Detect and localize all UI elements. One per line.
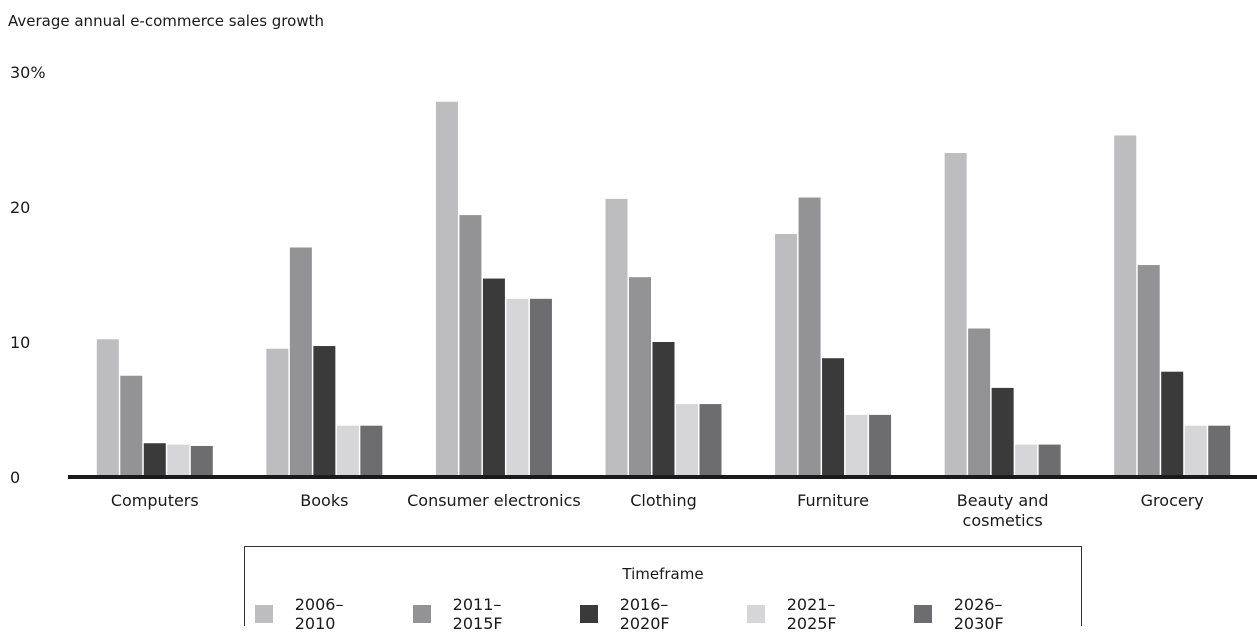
x-tick-label: Clothing: [630, 491, 697, 510]
bar: [652, 342, 675, 477]
bar: [96, 339, 119, 477]
legend-title: Timeframe: [622, 565, 704, 583]
bar: [605, 198, 628, 477]
bar: [699, 404, 722, 477]
x-tick-label: Furniture: [797, 491, 869, 510]
bar: [845, 414, 868, 477]
bar: [167, 444, 190, 477]
chart-title: Average annual e-commerce sales growth: [8, 12, 324, 30]
bar: [1015, 444, 1038, 477]
bar: [775, 234, 798, 477]
bar: [266, 348, 289, 477]
legend-item: 2016–2020F: [579, 595, 717, 633]
bar: [459, 215, 482, 477]
bar: [676, 404, 698, 477]
x-tick-label: Grocery: [1141, 491, 1204, 510]
x-tick-label: Beauty and cosmetics: [957, 491, 1049, 530]
bar: [869, 414, 892, 477]
legend-swatch: [746, 605, 765, 623]
bar: [1137, 265, 1160, 477]
bar: [289, 247, 312, 477]
legend-item: 2006–2010: [255, 595, 383, 633]
bar: [143, 443, 166, 477]
y-tick-label: 30%: [10, 63, 46, 82]
bar: [360, 425, 383, 477]
legend-item: 2021–2025F: [746, 595, 884, 633]
bar: [1184, 425, 1207, 477]
bar: [798, 197, 821, 478]
bar: [629, 277, 651, 477]
bar: [336, 425, 359, 477]
bar: [1114, 135, 1137, 477]
legend-swatch: [913, 605, 932, 623]
y-tick-label: 10: [10, 333, 30, 352]
legend-label: 2016–2020F: [619, 595, 670, 633]
legend-items: 2006–2010 2011–2015F 2016–2020F 2021–2025F 2…: [255, 595, 1081, 633]
y-tick-label: 20: [10, 198, 30, 217]
legend-label: 2026–2030F: [953, 595, 1004, 633]
legend-swatch: [579, 605, 598, 623]
bar: [944, 153, 967, 477]
bar: [435, 101, 458, 477]
bar: [506, 298, 529, 477]
bar: [968, 328, 991, 477]
legend-swatch: [412, 605, 431, 623]
y-tick-label: 0: [10, 468, 20, 487]
x-tick-label: Computers: [111, 491, 199, 510]
legend-item: 2011–2015F: [412, 595, 550, 633]
bar: [190, 445, 213, 477]
bar: [1161, 371, 1184, 477]
bar: [1208, 425, 1231, 477]
legend-swatch: [255, 605, 273, 623]
bar: [482, 278, 505, 477]
legend: Timeframe 2006–2010 2011–2015F 2016–2020F 2…: [244, 546, 1082, 633]
legend-label: 2021–2025F: [786, 595, 837, 633]
legend-label: 2006–2010: [294, 595, 344, 633]
bar: [991, 387, 1014, 477]
x-tick-label: Consumer electronics: [407, 491, 581, 510]
bar: [1038, 444, 1061, 477]
bar: [822, 358, 845, 477]
x-tick-label: Books: [300, 491, 348, 510]
bar-chart: 0 10 20 30% Computers Books Consumer electroni…: [10, 63, 1257, 530]
bar: [529, 298, 552, 477]
bar: [120, 375, 143, 477]
legend-item: 2026–2030F: [913, 595, 1051, 633]
bar: [313, 346, 336, 477]
legend-label: 2011–2015F: [452, 595, 503, 633]
